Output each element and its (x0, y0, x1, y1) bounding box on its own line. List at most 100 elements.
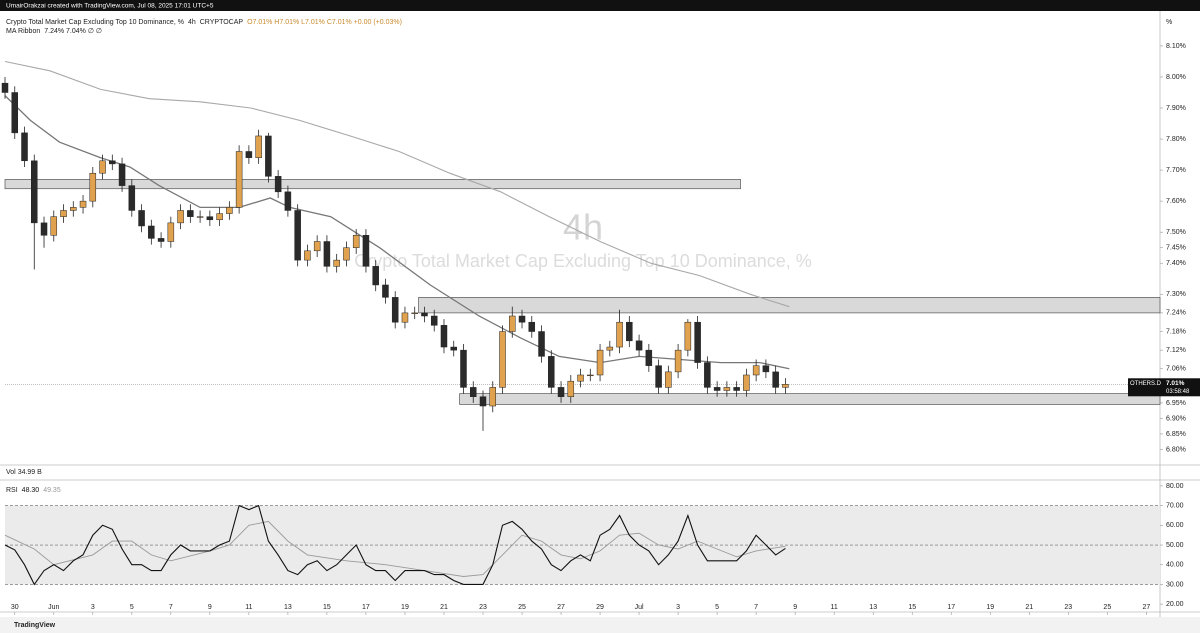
x-tick-label: Jun (48, 604, 59, 611)
candle-body (245, 151, 253, 158)
candle-body (469, 387, 477, 397)
legend-interval: 4h (188, 19, 196, 26)
y-tick-label: 40.00 (1166, 562, 1184, 569)
candle-body (391, 297, 399, 323)
candle-body (772, 371, 779, 388)
x-tick-label: 3 (676, 604, 680, 611)
price-tag-symbol: OTHERS.D (1130, 381, 1162, 387)
y-tick-label: 20.00 (1166, 601, 1184, 608)
x-tick-label: 27 (557, 604, 565, 611)
y-tick-label: 50.00 (1166, 542, 1184, 549)
candle-body (752, 365, 760, 376)
candle-body (372, 266, 379, 286)
x-tick-label: 13 (284, 604, 292, 611)
x-tick-label: 25 (1103, 604, 1111, 611)
candle-body (216, 213, 223, 221)
candle-body (60, 210, 67, 217)
ma-line (4, 60, 790, 308)
y-tick-label: 30.00 (1166, 581, 1184, 588)
x-tick-label: 23 (479, 604, 487, 611)
candle-body (294, 210, 301, 261)
candle-body (79, 200, 87, 208)
price-tag-countdown: 03:58:48 (1166, 389, 1190, 395)
y-tick-label: 7.90% (1166, 105, 1186, 112)
candle-body (733, 387, 740, 391)
y-tick-label: 70.00 (1166, 502, 1184, 509)
candle-body (11, 92, 19, 134)
y-tick-label: 7.12% (1166, 347, 1186, 354)
candle-body (616, 321, 623, 348)
candle-body (782, 384, 789, 388)
vol-label: Vol 34.99 B (6, 469, 42, 476)
legend-source: CRYPTOCAP (200, 19, 244, 26)
candle-body (538, 331, 545, 357)
candle-body (460, 349, 467, 388)
candle-body (187, 210, 194, 217)
ma-legend-values: 7.24% 7.04% ∅ ∅ (44, 28, 102, 35)
zone (4, 179, 741, 190)
candle-body (674, 349, 682, 373)
x-tick-label: 29 (596, 604, 604, 611)
y-tick-label: 7.18% (1166, 328, 1186, 335)
y-tick-label: 7.60% (1166, 198, 1186, 205)
y-tick-label: 7.45% (1166, 245, 1186, 252)
x-tick-label: 17 (362, 604, 370, 611)
unit-label: % (1166, 19, 1172, 26)
candle-body (333, 259, 340, 267)
rsi-line (4, 520, 786, 577)
bottom-bar (0, 617, 1200, 633)
price-tag-value: 7.01% (1166, 380, 1185, 387)
candle-body (557, 387, 565, 397)
x-tick-label: 19 (401, 604, 409, 611)
x-tick-label: 15 (908, 604, 916, 611)
candle-body (226, 207, 233, 214)
candle-body (587, 374, 594, 377)
x-tick-label: 9 (208, 604, 212, 611)
candle-body (70, 207, 77, 211)
candle-body (128, 185, 136, 211)
legend-title: Crypto Total Market Cap Excluding Top 10… (6, 19, 184, 26)
candle-body (304, 250, 311, 261)
zone (459, 393, 1161, 405)
y-tick-label: 7.70% (1166, 167, 1186, 174)
top-bar (0, 0, 1200, 11)
candle-body (274, 176, 282, 193)
candle-body (313, 241, 321, 252)
x-tick-label: 21 (440, 604, 448, 611)
candle-body (109, 160, 116, 165)
x-tick-label: 11 (245, 604, 252, 611)
x-tick-label: Jul (635, 604, 644, 611)
candle-body (430, 315, 438, 326)
candle-body (548, 356, 555, 388)
watermark-interval: 4h (563, 207, 603, 248)
rsi-legend-name: RSI (6, 487, 18, 494)
y-tick-label: 80.00 (1166, 483, 1184, 490)
x-tick-label: 11 (831, 604, 838, 611)
candle-body (382, 284, 389, 298)
watermark-title: Crypto Total Market Cap Excluding Top 10… (354, 251, 812, 271)
y-tick-label: 60.00 (1166, 522, 1184, 529)
x-tick-label: 3 (91, 604, 95, 611)
candle-body (89, 172, 97, 202)
candle-body (684, 321, 692, 351)
zone (418, 297, 1161, 314)
candle-body (762, 365, 770, 373)
x-tick-label: 5 (715, 604, 719, 611)
x-tick-label: 25 (518, 604, 526, 611)
legend: Crypto Total Market Cap Excluding Top 10… (6, 19, 402, 26)
candle-body (626, 321, 633, 342)
legend-ohlc: O7.01% H7.01% L7.01% C7.01% +0.00 (+0.03… (247, 19, 402, 26)
x-tick-label: 13 (869, 604, 877, 611)
candle-body (713, 387, 721, 391)
x-tick-label: 17 (947, 604, 955, 611)
x-tick-label: 9 (793, 604, 797, 611)
y-tick-label: 6.95% (1166, 400, 1186, 407)
candle-body (528, 321, 536, 332)
candle-body (31, 160, 38, 224)
candle-body (411, 312, 418, 314)
candle-body (440, 325, 448, 348)
y-tick-label: 7.30% (1166, 291, 1186, 298)
candle-body (362, 235, 370, 267)
brand: TradingView (14, 622, 56, 629)
candle-body (723, 387, 731, 391)
